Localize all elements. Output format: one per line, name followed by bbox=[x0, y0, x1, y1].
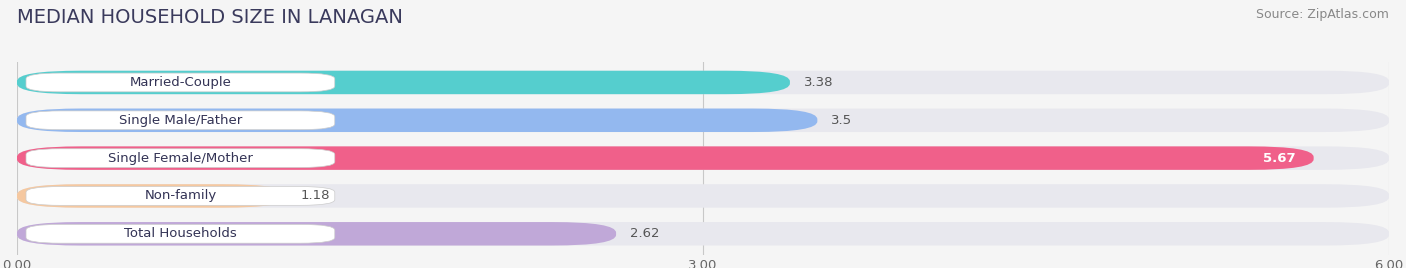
Text: 1.18: 1.18 bbox=[301, 189, 330, 202]
Text: Total Households: Total Households bbox=[124, 227, 236, 240]
FancyBboxPatch shape bbox=[17, 184, 287, 208]
FancyBboxPatch shape bbox=[17, 222, 616, 245]
FancyBboxPatch shape bbox=[27, 111, 335, 130]
Text: Non-family: Non-family bbox=[145, 189, 217, 202]
Text: 3.5: 3.5 bbox=[831, 114, 852, 127]
FancyBboxPatch shape bbox=[17, 109, 817, 132]
FancyBboxPatch shape bbox=[27, 149, 335, 168]
FancyBboxPatch shape bbox=[27, 73, 335, 92]
Text: Single Male/Father: Single Male/Father bbox=[118, 114, 242, 127]
FancyBboxPatch shape bbox=[17, 146, 1313, 170]
Text: Single Female/Mother: Single Female/Mother bbox=[108, 152, 253, 165]
FancyBboxPatch shape bbox=[17, 184, 1389, 208]
FancyBboxPatch shape bbox=[17, 222, 1389, 245]
FancyBboxPatch shape bbox=[27, 224, 335, 243]
Text: 2.62: 2.62 bbox=[630, 227, 659, 240]
FancyBboxPatch shape bbox=[17, 71, 1389, 94]
FancyBboxPatch shape bbox=[17, 71, 790, 94]
FancyBboxPatch shape bbox=[17, 109, 1389, 132]
Text: 3.38: 3.38 bbox=[804, 76, 834, 89]
Text: MEDIAN HOUSEHOLD SIZE IN LANAGAN: MEDIAN HOUSEHOLD SIZE IN LANAGAN bbox=[17, 8, 402, 27]
FancyBboxPatch shape bbox=[17, 146, 1389, 170]
Text: Married-Couple: Married-Couple bbox=[129, 76, 232, 89]
Text: Source: ZipAtlas.com: Source: ZipAtlas.com bbox=[1256, 8, 1389, 21]
FancyBboxPatch shape bbox=[27, 187, 335, 205]
Text: 5.67: 5.67 bbox=[1263, 152, 1295, 165]
